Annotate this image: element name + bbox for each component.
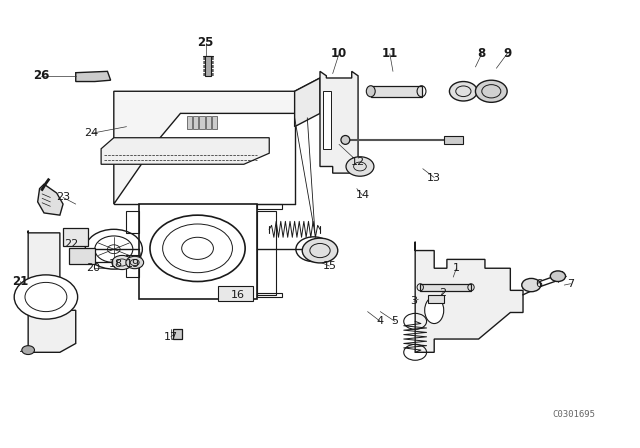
- Bar: [63, 228, 88, 246]
- Ellipse shape: [425, 297, 444, 323]
- Text: 14: 14: [355, 190, 369, 200]
- Text: 1: 1: [453, 263, 460, 273]
- Bar: [173, 329, 182, 339]
- Circle shape: [476, 80, 507, 102]
- Polygon shape: [28, 231, 76, 352]
- Polygon shape: [320, 71, 358, 173]
- Bar: [187, 116, 192, 129]
- Text: 3: 3: [410, 297, 417, 306]
- Text: 2: 2: [439, 288, 446, 297]
- Polygon shape: [114, 78, 320, 204]
- Text: 18: 18: [109, 259, 123, 269]
- Text: 23: 23: [56, 193, 70, 202]
- Text: 7: 7: [567, 279, 574, 289]
- Bar: [444, 135, 463, 144]
- Text: 13: 13: [428, 172, 441, 182]
- Text: 6: 6: [536, 279, 542, 289]
- Text: 17: 17: [164, 332, 178, 342]
- Polygon shape: [101, 138, 269, 164]
- Text: 8: 8: [477, 47, 486, 60]
- Circle shape: [126, 256, 143, 269]
- Text: 10: 10: [331, 47, 347, 60]
- Polygon shape: [294, 78, 320, 127]
- Ellipse shape: [366, 86, 375, 97]
- Text: 25: 25: [198, 36, 214, 49]
- Circle shape: [550, 271, 566, 281]
- Text: 21: 21: [12, 275, 29, 288]
- Text: 11: 11: [381, 47, 398, 60]
- Bar: [69, 248, 95, 264]
- Circle shape: [522, 278, 541, 292]
- Bar: [193, 116, 198, 129]
- Circle shape: [449, 82, 477, 101]
- Circle shape: [22, 346, 35, 354]
- Text: 19: 19: [126, 259, 140, 269]
- Bar: [139, 204, 257, 299]
- Bar: [371, 86, 422, 97]
- Polygon shape: [38, 184, 63, 215]
- Circle shape: [112, 255, 132, 270]
- Bar: [206, 116, 211, 129]
- Circle shape: [302, 238, 338, 263]
- Polygon shape: [415, 242, 523, 352]
- Text: C0301695: C0301695: [552, 410, 595, 419]
- Text: 26: 26: [33, 69, 49, 82]
- Text: 20: 20: [86, 263, 100, 273]
- Text: 15: 15: [323, 261, 337, 271]
- Text: 12: 12: [351, 157, 365, 167]
- Bar: [212, 116, 217, 129]
- Circle shape: [14, 275, 77, 319]
- Text: 16: 16: [230, 290, 244, 300]
- Polygon shape: [76, 71, 111, 82]
- Text: 22: 22: [64, 239, 79, 249]
- Text: 4: 4: [377, 316, 384, 326]
- Bar: [205, 56, 211, 76]
- Ellipse shape: [341, 135, 350, 144]
- Bar: [218, 286, 253, 302]
- Bar: [200, 116, 205, 129]
- Text: 9: 9: [503, 47, 511, 60]
- Bar: [428, 295, 444, 303]
- Bar: [323, 91, 331, 149]
- Bar: [420, 284, 471, 291]
- Text: 24: 24: [84, 128, 99, 138]
- Circle shape: [346, 157, 374, 176]
- Text: 5: 5: [392, 316, 398, 326]
